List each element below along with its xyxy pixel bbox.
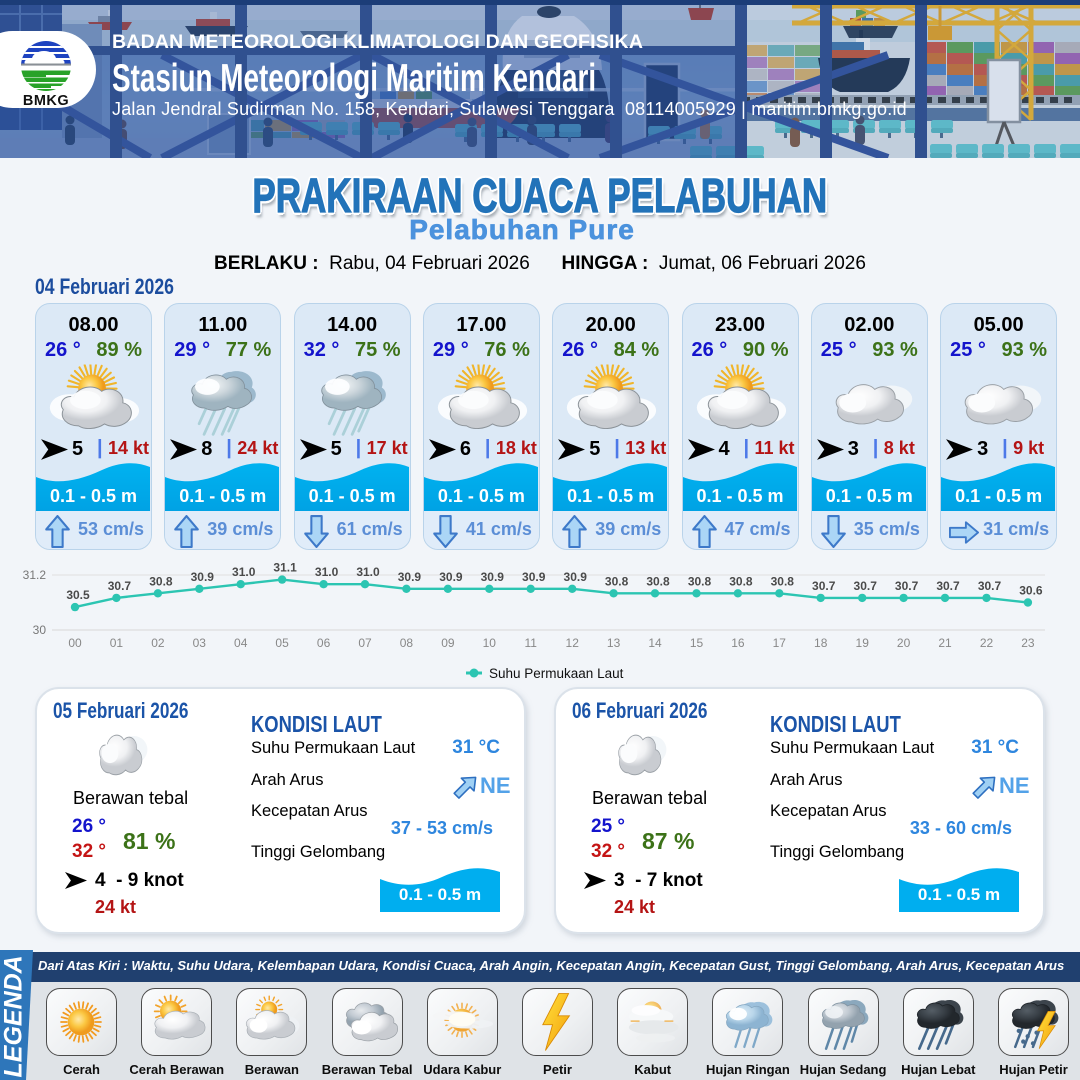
svg-text:Suhu Permukaan Laut: Suhu Permukaan Laut bbox=[489, 666, 624, 681]
svg-text:30.9: 30.9 bbox=[522, 570, 546, 584]
svg-text:BMKG: BMKG bbox=[23, 93, 69, 107]
svg-text:30.8: 30.8 bbox=[605, 574, 629, 588]
svg-text:30.9: 30.9 bbox=[439, 570, 463, 584]
svg-text:30.9: 30.9 bbox=[481, 570, 505, 584]
svg-text:08: 08 bbox=[400, 636, 414, 650]
svg-text:30.6: 30.6 bbox=[1019, 584, 1043, 598]
svg-text:30.7: 30.7 bbox=[108, 579, 132, 593]
svg-text:16: 16 bbox=[731, 636, 745, 650]
svg-text:06: 06 bbox=[317, 636, 331, 650]
svg-text:03: 03 bbox=[193, 636, 207, 650]
svg-text:09: 09 bbox=[441, 636, 455, 650]
svg-text:31.0: 31.0 bbox=[356, 565, 380, 579]
svg-text:14: 14 bbox=[648, 636, 662, 650]
svg-text:31.0: 31.0 bbox=[232, 565, 256, 579]
svg-text:21: 21 bbox=[938, 636, 952, 650]
svg-text:30.7: 30.7 bbox=[978, 579, 1002, 593]
svg-text:30: 30 bbox=[33, 623, 47, 637]
svg-text:18: 18 bbox=[814, 636, 828, 650]
svg-text:30.7: 30.7 bbox=[812, 579, 836, 593]
svg-text:10: 10 bbox=[483, 636, 497, 650]
svg-text:30.8: 30.8 bbox=[646, 574, 670, 588]
svg-text:31.1: 31.1 bbox=[273, 561, 297, 575]
svg-text:30.7: 30.7 bbox=[895, 579, 919, 593]
svg-text:23: 23 bbox=[1021, 636, 1035, 650]
svg-text:01: 01 bbox=[110, 636, 124, 650]
svg-text:30.7: 30.7 bbox=[854, 579, 878, 593]
svg-text:11: 11 bbox=[524, 636, 537, 650]
svg-text:30.8: 30.8 bbox=[688, 574, 712, 588]
svg-text:20: 20 bbox=[897, 636, 911, 650]
svg-text:07: 07 bbox=[358, 636, 372, 650]
svg-text:05: 05 bbox=[275, 636, 289, 650]
svg-text:30.8: 30.8 bbox=[729, 574, 753, 588]
svg-text:04: 04 bbox=[234, 636, 248, 650]
svg-text:30.9: 30.9 bbox=[398, 570, 422, 584]
svg-text:02: 02 bbox=[151, 636, 165, 650]
svg-text:17: 17 bbox=[773, 636, 787, 650]
svg-text:19: 19 bbox=[856, 636, 870, 650]
svg-text:15: 15 bbox=[690, 636, 704, 650]
svg-text:30.5: 30.5 bbox=[66, 588, 90, 602]
svg-text:31.0: 31.0 bbox=[315, 565, 339, 579]
svg-text:30.9: 30.9 bbox=[191, 570, 215, 584]
svg-text:30.7: 30.7 bbox=[936, 579, 960, 593]
svg-text:00: 00 bbox=[68, 636, 82, 650]
svg-text:30.8: 30.8 bbox=[149, 574, 173, 588]
svg-text:12: 12 bbox=[566, 636, 580, 650]
svg-text:22: 22 bbox=[980, 636, 994, 650]
svg-text:30.9: 30.9 bbox=[564, 570, 588, 584]
svg-text:31.2: 31.2 bbox=[23, 568, 47, 582]
svg-text:13: 13 bbox=[607, 636, 621, 650]
svg-text:30.8: 30.8 bbox=[771, 574, 795, 588]
